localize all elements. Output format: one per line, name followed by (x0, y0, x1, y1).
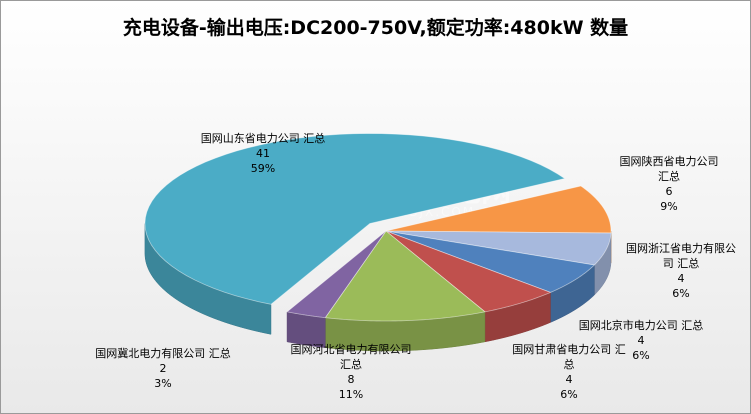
label-name: 国网陕西省电力公司 汇总 (619, 155, 719, 183)
label-name: 国网山东省电力公司 汇总 (200, 132, 326, 145)
label-value: 4 (637, 334, 645, 347)
slice (286, 230, 387, 319)
label-percent: 3% (154, 377, 172, 390)
label-percent: 6% (560, 388, 578, 401)
label-value: 8 (347, 373, 355, 386)
label-value: 2 (159, 362, 167, 375)
label-name: 国网河北省电力有限公司 汇总 (290, 343, 412, 371)
data-label: 国网陕西省电力公司 汇总 6 9% (617, 154, 722, 214)
slice (144, 133, 566, 305)
label-name: 国网冀北电力有限公司 汇总 (95, 347, 231, 360)
label-percent: 11% (338, 388, 364, 401)
slice (385, 230, 596, 293)
label-value: 4 (565, 373, 573, 386)
label-percent: 9% (660, 200, 678, 213)
label-name: 国网浙江省电力有限公司 汇总 (626, 242, 736, 270)
label-percent: 6% (672, 287, 690, 300)
data-label: 国网山东省电力公司 汇总 41 59% (188, 131, 338, 176)
chart-title: 充电设备-输出电压:DC200-750V,额定功率:480kW 数量 (122, 17, 629, 39)
label-name: 国网北京市电力公司 汇总 (578, 319, 704, 332)
label-value: 6 (665, 185, 673, 198)
data-label: 国网河北省电力有限公司 汇总 8 11% (284, 342, 419, 402)
slice (385, 185, 612, 234)
data-label: 国网浙江省电力有限公司 汇总 4 6% (622, 241, 740, 301)
label-percent: 6% (632, 349, 650, 362)
label-value: 41 (256, 147, 270, 160)
data-label: 国网北京市电力公司 汇总 4 6% (571, 318, 711, 363)
data-label: 国网甘肃省电力公司 汇总 4 6% (510, 342, 628, 402)
label-name: 国网甘肃省电力公司 汇总 (512, 343, 626, 371)
slice (385, 230, 552, 313)
data-label: 国网冀北电力有限公司 汇总 2 3% (93, 346, 233, 391)
slice (385, 230, 612, 266)
label-percent: 59% (250, 162, 276, 175)
label-value: 4 (677, 272, 685, 285)
slice (324, 230, 486, 322)
